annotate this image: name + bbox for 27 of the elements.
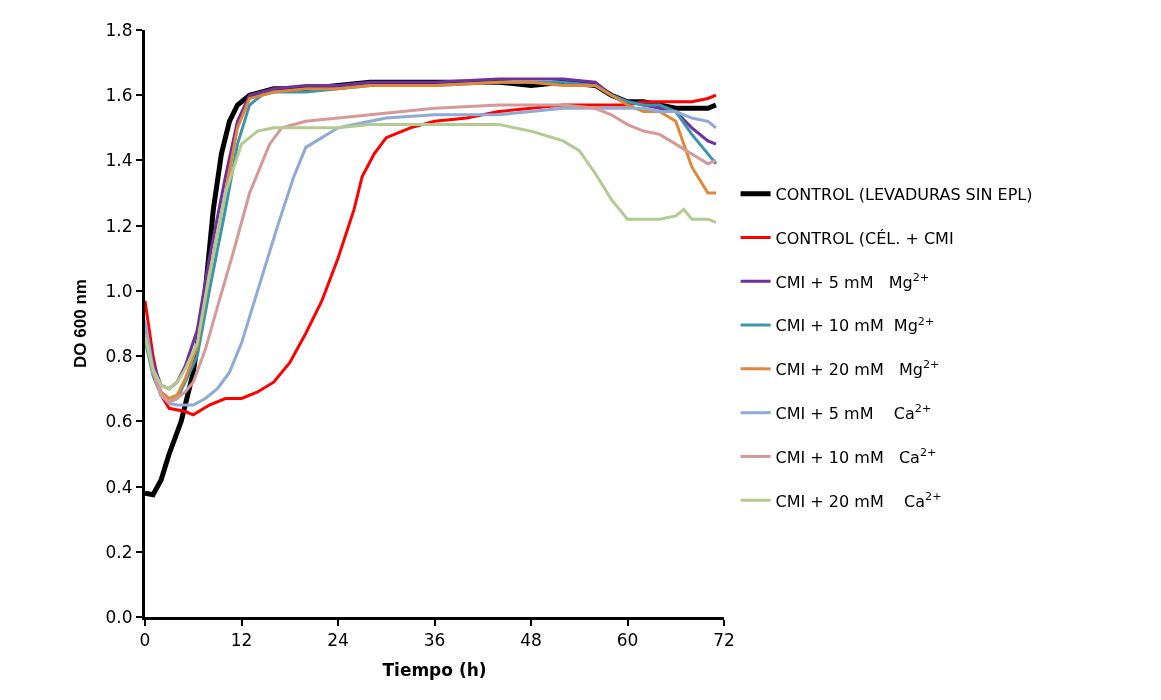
y-tick-label: 0.4 — [105, 476, 133, 497]
legend-label: CMI + 5 mM Mg$^{2+}$ — [775, 270, 930, 292]
y-axis-title: DO 600 nm — [71, 279, 91, 368]
y-tick-label: 1.8 — [105, 19, 133, 40]
y-tick-label: 1.6 — [105, 85, 133, 106]
x-tick-label: 72 — [713, 630, 735, 651]
legend-label: CONTROL (CÉL. + CMI — [775, 228, 954, 248]
legend-label: CMI + 5 mM Ca$^{2+}$ — [775, 402, 932, 423]
x-tick-label: 36 — [423, 630, 446, 651]
legend-label: CONTROL (LEVADURAS SIN EPL) — [775, 184, 1033, 204]
x-tick-label: 12 — [230, 630, 253, 651]
y-tick-label: 0.2 — [105, 541, 133, 562]
y-tick-label: 1.2 — [105, 215, 133, 236]
x-tick-label: 48 — [520, 630, 542, 651]
x-axis-title: Tiempo (h) — [382, 659, 487, 680]
legend-label: CMI + 20 mM Mg$^{2+}$ — [775, 358, 940, 380]
x-tick-label: 24 — [327, 630, 349, 651]
y-tick-label: 1.4 — [105, 150, 133, 171]
y-tick-label: 0.6 — [105, 411, 133, 432]
y-tick-label: 0.0 — [105, 606, 133, 627]
x-tick-label: 60 — [616, 630, 639, 651]
y-tick-label: 0.8 — [105, 346, 133, 367]
y-tick-label: 1.0 — [105, 280, 133, 301]
legend-label: CMI + 10 mM Mg$^{2+}$ — [775, 314, 935, 336]
legend-label: CMI + 10 mM Ca$^{2+}$ — [775, 445, 937, 467]
legend-label: CMI + 20 mM Ca$^{2+}$ — [775, 489, 942, 511]
x-tick-label: 0 — [139, 630, 151, 651]
